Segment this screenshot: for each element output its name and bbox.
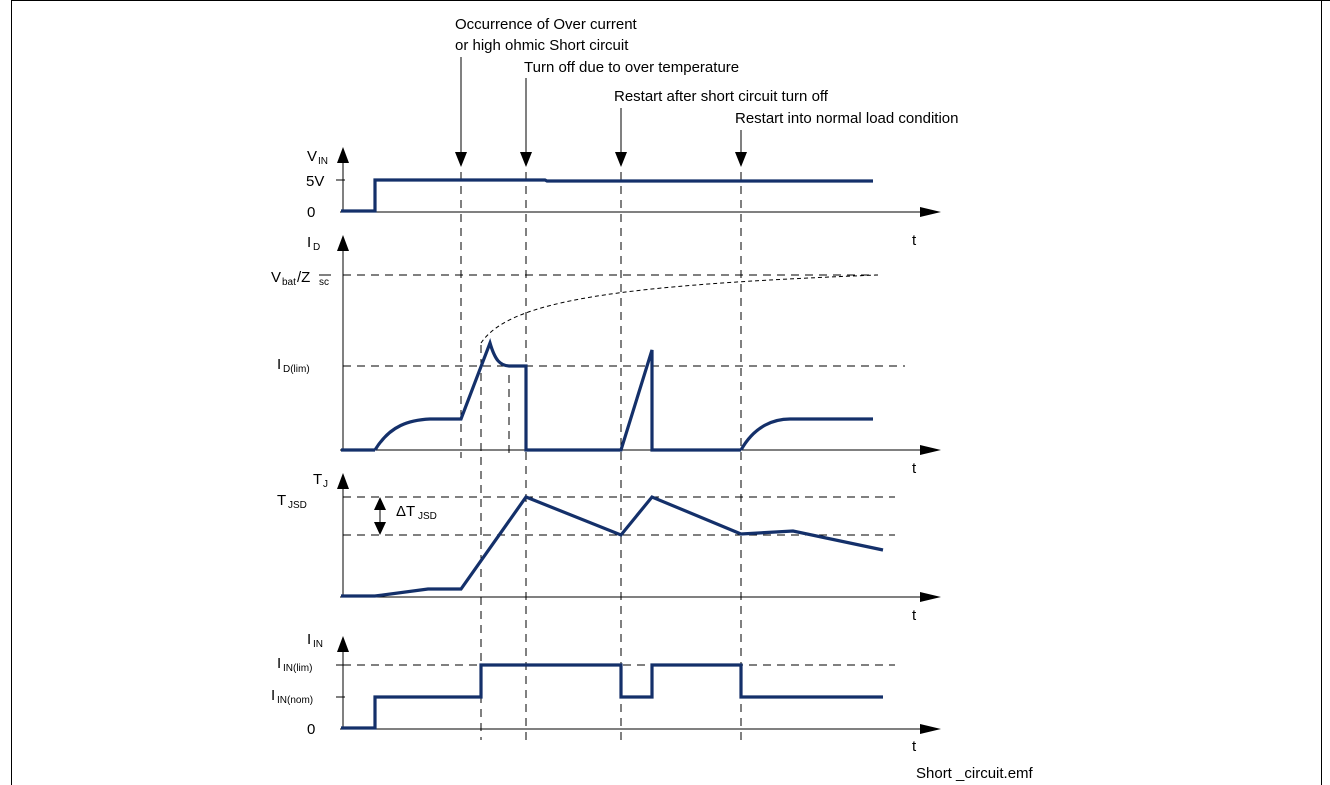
id-signal-rise (373, 337, 741, 452)
tj-tjsd-main: T (277, 492, 286, 509)
tj-t-axis-arrow (920, 592, 941, 602)
vin-axis-sub: IN (318, 156, 328, 167)
tj-axis-sub: J (323, 479, 328, 490)
iin-axis-sub: IN (313, 639, 323, 650)
iin-signal (341, 663, 883, 730)
tj-y-axis-arrow (337, 473, 349, 489)
id-t-axis-arrow (920, 445, 941, 455)
id-t-label: t (912, 460, 917, 477)
tj-delta-main: ΔT (396, 503, 415, 520)
arrow-head-restart-short (615, 152, 627, 167)
iin-axis-symbol: I (307, 631, 311, 648)
vin-t-label: t (912, 232, 917, 249)
arrow-head-restart-normal (735, 152, 747, 167)
id-lim-main: I (277, 356, 281, 373)
vin-y-axis-arrow (337, 147, 349, 163)
iin-lim-sub: IN(lim) (283, 663, 312, 674)
id-zsc-main: /Z (297, 269, 310, 286)
iin-lim-main: I (277, 655, 281, 672)
id-zsc-sub: sc (319, 277, 329, 288)
tj-axis-symbol: T (313, 471, 322, 488)
annotation-restart-short: Restart after short circuit turn off (614, 88, 829, 105)
plot-tj: T J T JSD ΔT JSD t (277, 471, 941, 624)
arrow-head-overcurrent (455, 152, 467, 167)
plot-id: I D V bat /Z sc I D(lim) t (271, 234, 941, 477)
id-prospective-current-curve (480, 274, 879, 344)
vin-tick-0: 0 (307, 204, 315, 221)
event-lines (460, 172, 742, 740)
iin-nom-main: I (271, 687, 275, 704)
id-signal-restart (739, 417, 873, 451)
annotation-overcurrent-line1: Occurrence of Over current (455, 16, 638, 33)
plot-vin: V IN 5V 0 t (306, 147, 941, 249)
tj-signal (341, 495, 884, 598)
vin-t-axis-arrow (920, 207, 941, 217)
vin-tick-5v: 5V (306, 173, 324, 190)
annotation-restart-normal: Restart into normal load condition (735, 110, 958, 127)
tj-tjsd-sub: JSD (288, 500, 307, 511)
arrow-head-over-temperature (520, 152, 532, 167)
delta-arrow-up (374, 497, 386, 510)
annotation-over-temperature: Turn off due to over temperature (524, 59, 739, 76)
iin-tick-0: 0 (307, 721, 315, 738)
id-y-axis-arrow (337, 235, 349, 251)
annotation-arrows (455, 57, 747, 167)
iin-t-axis-arrow (920, 724, 941, 734)
figure-filename: Short _circuit.emf (916, 765, 1034, 782)
delta-arrow-down (374, 522, 386, 535)
plot-iin: I IN I IN(lim) I IN(nom) 0 t (271, 631, 941, 755)
tj-t-label: t (912, 607, 917, 624)
iin-y-axis-arrow (337, 636, 349, 652)
id-vbat-main: V (271, 269, 281, 286)
tj-delta-sub: JSD (418, 511, 437, 522)
iin-t-label: t (912, 738, 917, 755)
iin-nom-sub: IN(nom) (277, 695, 313, 706)
id-axis-symbol: I (307, 234, 311, 251)
id-lim-sub: D(lim) (283, 364, 310, 375)
annotation-overcurrent-line2: or high ohmic Short circuit (455, 37, 629, 54)
id-axis-sub: D (313, 242, 320, 253)
vin-signal (341, 178, 873, 213)
id-vbat-sub: bat (282, 277, 296, 288)
vin-axis-symbol: V (307, 148, 317, 165)
